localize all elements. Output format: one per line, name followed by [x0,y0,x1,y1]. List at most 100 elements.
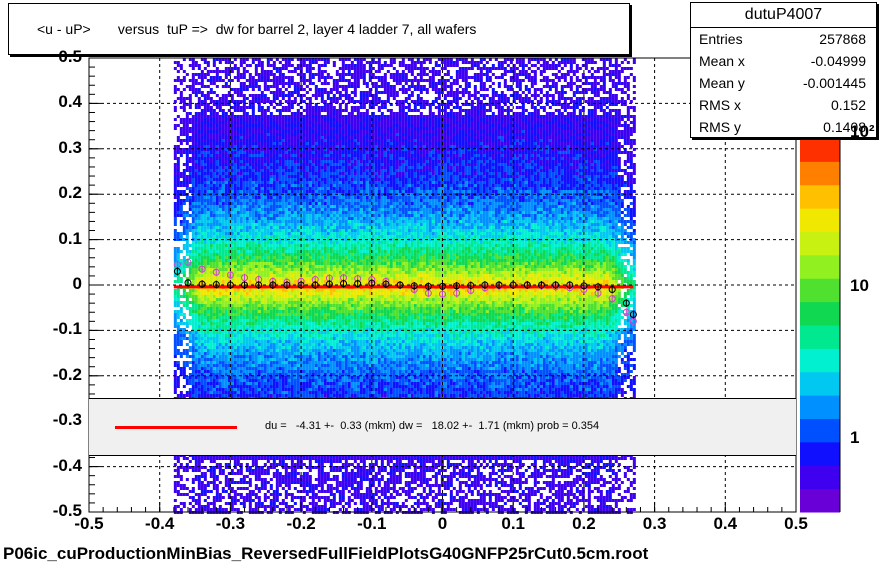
heatmap-cell [255,97,258,100]
heatmap-cell [249,292,252,295]
heatmap-cell [234,178,237,181]
heatmap-cell [276,76,279,79]
heatmap-cell [249,340,252,343]
heatmap-cell [246,85,249,88]
heatmap-cell [231,130,234,133]
heatmap-cell [192,76,195,79]
heatmap-cell [219,217,222,220]
heatmap-cell [270,310,273,313]
heatmap-cell [258,379,261,382]
heatmap-cell [216,205,219,208]
heatmap-cell [174,334,177,337]
heatmap-cell [267,301,270,304]
heatmap-cell [258,64,261,67]
heatmap-cell [234,211,237,214]
heatmap-cell [216,487,219,490]
heatmap-cell [204,226,207,229]
heatmap-cell [273,388,276,391]
heatmap-cell [174,457,177,460]
heatmap-cell [270,319,273,322]
heatmap-cell [210,91,213,94]
heatmap-cell [237,244,240,247]
heatmap-cell [240,73,243,76]
heatmap-cell [225,490,228,493]
heatmap-cell [282,259,285,262]
heatmap-cell [279,109,282,112]
heatmap-cell [213,319,216,322]
heatmap-cell [237,76,240,79]
heatmap-cell [186,304,189,307]
heatmap-cell [225,244,228,247]
heatmap-cell [210,118,213,121]
heatmap-cell [195,340,198,343]
heatmap-cell [240,199,243,202]
heatmap-cell [204,292,207,295]
heatmap-cell [243,298,246,301]
heatmap-cell [219,172,222,175]
heatmap-cell [258,490,261,493]
heatmap-cell [279,139,282,142]
heatmap-cell [246,175,249,178]
heatmap-cell [231,220,234,223]
heatmap-cell [234,100,237,103]
heatmap-cell [207,259,210,262]
heatmap-cell [210,307,213,310]
heatmap-cell [174,391,177,394]
heatmap-cell [174,364,177,367]
heatmap-cell [255,220,258,223]
heatmap-cell [231,334,234,337]
heatmap-cell [270,274,273,277]
heatmap-cell [234,481,237,484]
heatmap-cell [285,241,288,244]
heatmap-cell [246,316,249,319]
heatmap-cell [174,388,177,391]
heatmap-cell [195,355,198,358]
heatmap-cell [177,379,180,382]
heatmap-cell [264,343,267,346]
heatmap-cell [207,244,210,247]
heatmap-cell [210,160,213,163]
heatmap-cell [231,154,234,157]
heatmap-cell [270,370,273,373]
heatmap-cell [189,157,192,160]
heatmap-cell [282,154,285,157]
heatmap-cell [279,325,282,328]
heatmap-cell [207,274,210,277]
heatmap-cell [213,478,216,481]
heatmap-cell [255,217,258,220]
heatmap-cell [195,256,198,259]
heatmap-cell [186,493,189,496]
heatmap-cell [228,199,231,202]
heatmap-cell [252,190,255,193]
heatmap-cell [273,313,276,316]
heatmap-cell [282,196,285,199]
heatmap-cell [237,280,240,283]
heatmap-cell [270,166,273,169]
heatmap-cell [222,316,225,319]
heatmap-cell [249,244,252,247]
heatmap-cell [177,235,180,238]
heatmap-cell [222,175,225,178]
heatmap-cell [201,190,204,193]
heatmap-cell [198,355,201,358]
heatmap-cell [183,214,186,217]
heatmap-cell [261,481,264,484]
heatmap-cell [219,145,222,148]
heatmap-cell [285,211,288,214]
heatmap-cell [246,298,249,301]
heatmap-cell [201,109,204,112]
heatmap-cell [264,166,267,169]
heatmap-cell [255,190,258,193]
heatmap-cell [276,499,279,502]
heatmap-cell [222,391,225,394]
heatmap-cell [204,484,207,487]
heatmap-cell [255,316,258,319]
heatmap-cell [216,307,219,310]
heatmap-cell [267,61,270,64]
heatmap-cell [180,133,183,136]
heatmap-cell [243,262,246,265]
heatmap-cell [237,88,240,91]
heatmap-cell [192,190,195,193]
heatmap-cell [192,376,195,379]
heatmap-cell [210,247,213,250]
